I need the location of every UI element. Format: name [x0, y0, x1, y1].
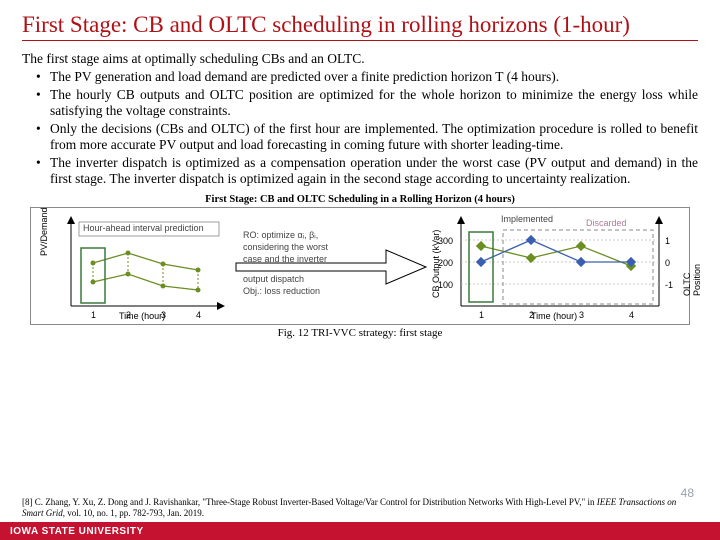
left-ylabel: PV/Demand: [39, 207, 49, 256]
xtick: 4: [196, 310, 201, 320]
bullet-list: The PV generation and load demand are pr…: [22, 69, 698, 187]
mid-line: output dispatch: [243, 274, 304, 284]
ytick: 0: [665, 258, 670, 268]
citation-prefix: [8] C. Zhang, Y. Xu, Z. Dong and J. Ravi…: [22, 497, 597, 507]
citation-suffix: , vol. 10, no. 1, pp. 782-793, Jan. 2019…: [63, 508, 204, 518]
ytick: 1: [665, 236, 670, 246]
right-xlabel: Time (hour): [531, 311, 577, 321]
figure-supertitle: First Stage: CB and OLTC Scheduling in a…: [22, 194, 698, 205]
slide: First Stage: CB and OLTC scheduling in r…: [0, 0, 720, 540]
xtick: 3: [579, 310, 584, 320]
bullet-item: Only the decisions (CBs and OLTC) of the…: [36, 121, 698, 154]
intro-text: The first stage aims at optimally schedu…: [22, 51, 698, 67]
right-ylabel-right: OLTC Position: [682, 264, 702, 296]
mid-line: case and the inverter: [243, 254, 327, 264]
right-panel: 100 200 300 -1 0 1 1 2 3 4: [438, 216, 673, 320]
slide-title: First Stage: CB and OLTC scheduling in r…: [22, 12, 698, 41]
footer-logo-text: IOWA STATE UNIVERSITY: [10, 526, 144, 537]
bullet-item: The PV generation and load demand are pr…: [36, 69, 698, 85]
footer-logo: IOWA STATE UNIVERSITY: [10, 522, 144, 540]
bullet-item: The hourly CB outputs and OLTC position …: [36, 87, 698, 120]
discarded-label: Discarded: [586, 218, 627, 228]
citation: [8] C. Zhang, Y. Xu, Z. Dong and J. Ravi…: [22, 497, 698, 518]
xtick: 1: [91, 310, 96, 320]
mid-line: RO: optimize αᵢ, βᵢ,: [243, 230, 318, 240]
bullet-item: The inverter dispatch is optimized as a …: [36, 155, 698, 188]
left-title: Hour-ahead interval prediction: [83, 223, 217, 233]
xtick: 1: [479, 310, 484, 320]
left-xlabel: Time (hour): [119, 311, 165, 321]
right-ylabel-left: CB Output (kVar): [431, 229, 441, 297]
implemented-label: Implemented: [501, 214, 553, 224]
figure-caption: Fig. 12 TRI-VVC strategy: first stage: [22, 327, 698, 339]
mid-line: considering the worst: [243, 242, 328, 252]
ytick: -1: [665, 280, 673, 290]
mid-line: Obj.: loss reduction: [243, 286, 320, 296]
figure-diagram: 1 2 3 4: [30, 207, 690, 325]
xtick: 4: [629, 310, 634, 320]
figure-container: First Stage: CB and OLTC Scheduling in a…: [22, 194, 698, 339]
